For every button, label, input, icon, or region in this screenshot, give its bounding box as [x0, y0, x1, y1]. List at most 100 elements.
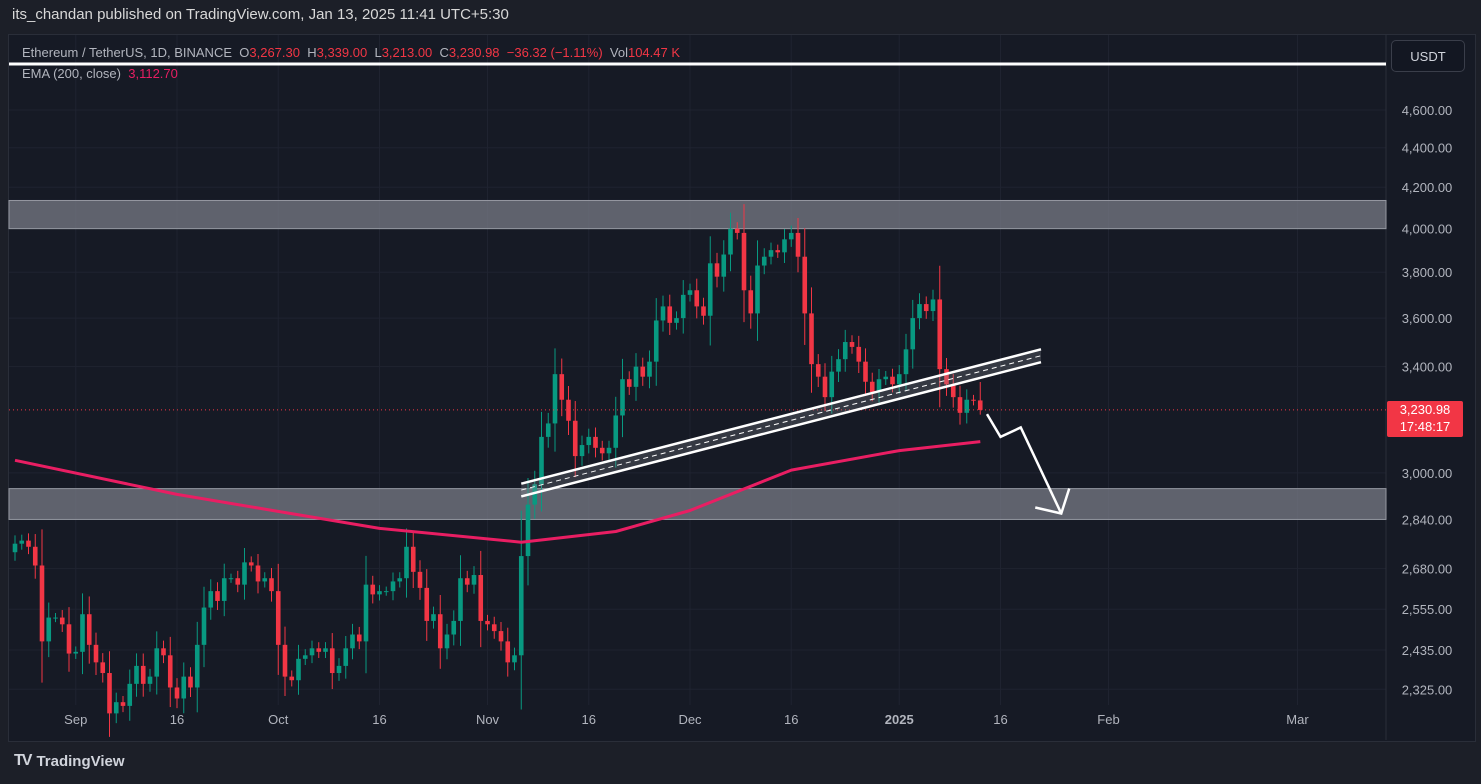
candle-body [235, 578, 241, 585]
candle-body [208, 591, 214, 608]
y-tick-label: 2,325.00 [1402, 682, 1453, 697]
candle-body [977, 400, 983, 410]
candle-body [491, 624, 497, 632]
last-price-label: 3,230.98 17:48:17 [1387, 401, 1463, 437]
candle-body [680, 294, 686, 319]
candle-body [957, 397, 963, 413]
candle-body [923, 304, 929, 312]
candle-body [86, 614, 92, 645]
candle-body [485, 620, 490, 625]
candle-body [161, 648, 166, 656]
y-tick-label: 3,600.00 [1402, 311, 1453, 326]
candle-body [890, 376, 895, 385]
volume-label: Vol [609, 45, 628, 60]
candle-body [856, 346, 862, 362]
candle-body [694, 290, 700, 307]
y-tick-label: 3,400.00 [1402, 360, 1453, 375]
volume-value: 104.47 K [627, 45, 681, 60]
candle-body [93, 644, 99, 663]
candle-body [842, 342, 848, 360]
bar-countdown: 17:48:17 [1399, 419, 1451, 434]
candle-body [761, 256, 767, 266]
y-tick-label: 4,400.00 [1402, 141, 1453, 156]
x-tick-label: 2025 [885, 712, 914, 727]
y-tick-label: 2,680.00 [1402, 562, 1453, 577]
candle-body [19, 540, 25, 544]
candle-body [451, 620, 457, 635]
candle-body [356, 634, 362, 642]
symbol-name[interactable]: Ethereum / TetherUS, 1D, BINANCE [22, 45, 233, 60]
candle-body [26, 540, 31, 547]
candle-body [896, 374, 902, 385]
candle-body [795, 232, 801, 257]
candle-body [748, 290, 754, 314]
candle-body [579, 445, 585, 457]
candle-body [336, 665, 342, 674]
candle-body [269, 578, 274, 592]
ema-legend[interactable]: EMA (200, close) 3,112.70 [22, 66, 178, 81]
candle-body [383, 591, 389, 593]
candle-body [316, 648, 322, 652]
candle-body [829, 371, 835, 398]
candle-body [53, 617, 58, 619]
candle-body [788, 232, 794, 240]
symbol-legend: Ethereum / TetherUS, 1D, BINANCE O3,267.… [22, 45, 680, 60]
candle-body [309, 648, 315, 656]
tradingview-logo[interactable]: TV TradingView [14, 752, 125, 770]
candle-body [296, 658, 301, 681]
candle-body [653, 320, 659, 362]
candle-body [721, 254, 727, 277]
candle-body [734, 228, 740, 233]
x-tick-label: 16 [784, 712, 798, 727]
candle-body [741, 232, 747, 291]
y-tick-label: 2,435.00 [1402, 643, 1453, 658]
candle-body [431, 614, 436, 621]
candle-body [613, 415, 619, 448]
candle-body [120, 702, 126, 706]
candle-body [674, 318, 679, 323]
candle-body [755, 265, 760, 314]
candle-body [869, 381, 875, 392]
y-tick-label: 2,840.00 [1402, 512, 1453, 527]
x-tick-label: 16 [170, 712, 184, 727]
candle-body [343, 648, 349, 666]
candle-body [167, 655, 173, 688]
candle-body [586, 436, 592, 446]
candle-body [302, 655, 308, 659]
candle-body [80, 614, 85, 652]
candle-body [620, 379, 625, 416]
candle-body [707, 263, 713, 316]
candle-body [404, 546, 409, 579]
candle-body [863, 361, 868, 382]
currency-button[interactable]: USDT [1391, 40, 1465, 72]
candle-body [127, 683, 133, 706]
tv-logo-icon: TV [14, 752, 33, 769]
candle-body [147, 676, 153, 684]
y-tick-label: 4,600.00 [1402, 103, 1453, 118]
candle-body [518, 556, 524, 656]
candle-body [545, 423, 551, 437]
candle-body [714, 263, 720, 277]
candle-body [437, 614, 443, 649]
open-label: O [239, 45, 250, 60]
candle-body [667, 306, 673, 323]
publish-info: its_chandan published on TradingView.com… [12, 6, 509, 23]
candle-body [964, 399, 970, 413]
candle-body [593, 436, 598, 448]
x-tick-label: Feb [1097, 712, 1119, 727]
candle-body [910, 318, 916, 350]
candle-body [444, 634, 450, 649]
channel-fill [521, 349, 1041, 497]
candle-body [822, 376, 828, 398]
candle-body [478, 575, 484, 621]
candle-body [228, 578, 234, 580]
candle-body [410, 546, 416, 572]
candle-body [66, 624, 72, 654]
candle-body [883, 376, 889, 380]
candle-body [181, 676, 187, 699]
ema-label: EMA (200, close) [22, 66, 121, 81]
x-tick-label: Oct [268, 712, 289, 727]
x-tick-label: 16 [582, 712, 596, 727]
candle-body [59, 617, 65, 625]
